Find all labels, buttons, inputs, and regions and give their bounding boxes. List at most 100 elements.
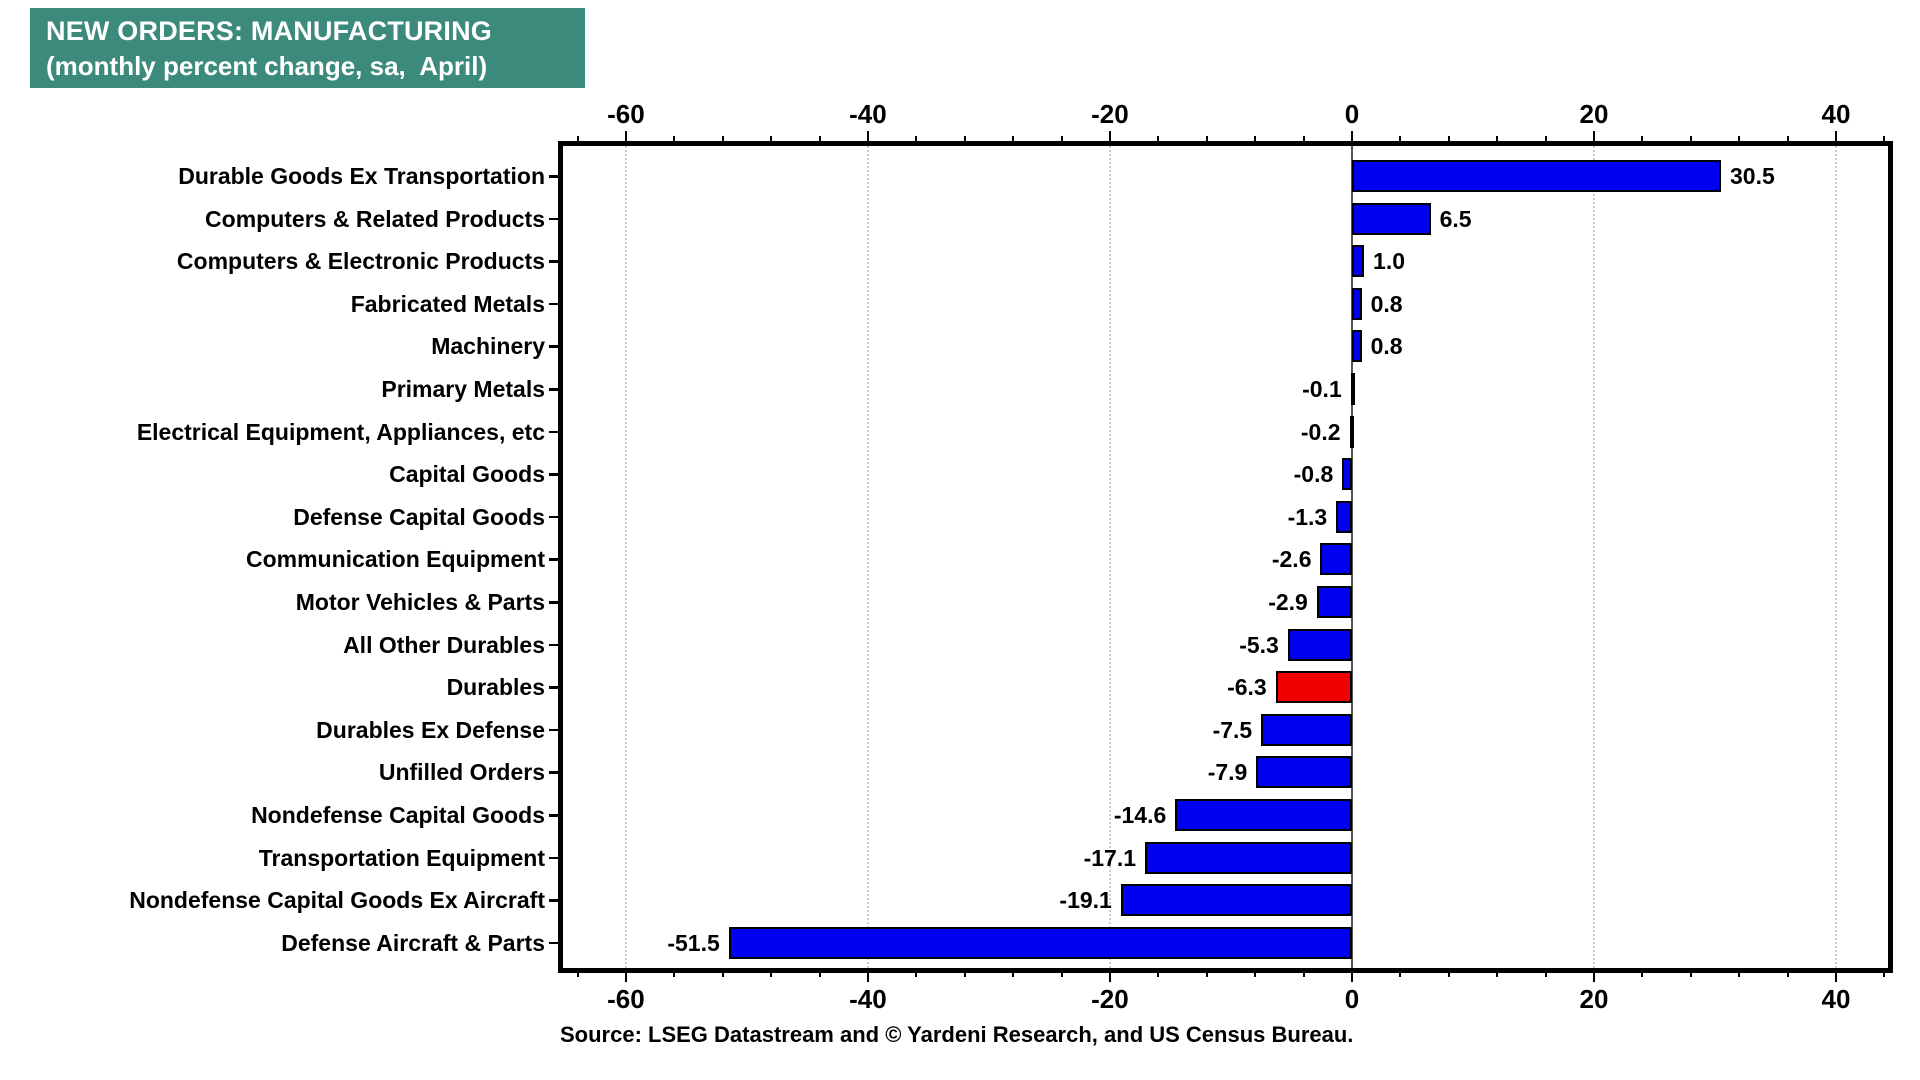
x-axis-minor-tick-bottom (1689, 968, 1692, 977)
x-axis-minor-tick-bottom (1883, 968, 1886, 977)
x-axis-minor-tick-bottom (1544, 968, 1547, 977)
bar (1342, 458, 1352, 491)
x-axis-minor-tick-bottom (721, 968, 724, 977)
title-box: NEW ORDERS: MANUFACTURING (monthly perce… (30, 8, 585, 88)
grid-line (1592, 146, 1595, 968)
bar-value-label: -51.5 (667, 929, 720, 956)
bar-value-label: -0.2 (1300, 418, 1341, 445)
x-axis-label-bottom: 20 (1579, 984, 1609, 1014)
x-axis-minor-tick-bottom (673, 968, 676, 977)
x-axis-tick-bottom (1834, 968, 1838, 982)
bar (1145, 841, 1352, 874)
bar (1320, 543, 1352, 576)
grid-line (1834, 146, 1837, 968)
x-axis-minor-tick-top (1302, 136, 1305, 145)
category-label: Primary Metals (381, 376, 545, 402)
category-label: Defense Capital Goods (293, 503, 545, 530)
category-tick (549, 728, 563, 732)
bar (728, 926, 1352, 959)
x-axis-tick-bottom (624, 968, 628, 982)
x-axis-label-bottom: -40 (849, 984, 887, 1014)
category-tick (549, 771, 563, 774)
bar (1287, 628, 1352, 661)
category-tick (549, 302, 563, 306)
x-axis-minor-tick-top (1399, 136, 1402, 145)
bar-value-label: -2.6 (1271, 546, 1312, 573)
x-axis-minor-tick-top (673, 136, 676, 145)
category-label: Computers & Related Products (205, 205, 545, 232)
category-label: Machinery (431, 333, 545, 360)
bar-value-label: 0.8 (1370, 290, 1403, 317)
category-tick (549, 899, 563, 902)
chart-subtitle: (monthly percent change, sa, April) (46, 51, 488, 81)
category-label: Capital Goods (389, 461, 545, 488)
x-axis-label-bottom: -60 (607, 984, 645, 1014)
bar-value-label: -1.3 (1287, 503, 1328, 530)
x-axis-minor-tick-bottom (1012, 968, 1015, 977)
bar (1349, 415, 1354, 448)
x-axis-minor-tick-top (1157, 136, 1160, 145)
category-tick (549, 430, 563, 434)
bar (1120, 884, 1352, 917)
x-axis-tick-top (1350, 131, 1354, 145)
category-tick (549, 856, 563, 860)
x-axis-minor-tick-top (963, 136, 966, 145)
x-axis-minor-tick-top (1544, 136, 1547, 145)
bar (1175, 799, 1352, 831)
bar-value-label: -0.1 (1302, 376, 1342, 402)
x-axis-tick-bottom (1350, 968, 1354, 982)
x-axis-minor-tick-bottom (1738, 968, 1741, 977)
grid-line (866, 146, 869, 968)
category-label: Durables (446, 674, 545, 701)
x-axis-minor-tick-bottom (1641, 968, 1644, 977)
bar (1351, 160, 1721, 192)
category-tick (549, 814, 563, 817)
category-label: Motor Vehicles & Parts (295, 589, 545, 615)
x-axis-minor-tick-bottom (1157, 968, 1160, 977)
bar-value-label: -17.1 (1083, 844, 1137, 871)
category-label: All Other Durables (343, 631, 545, 658)
x-axis-minor-tick-top (1012, 136, 1015, 145)
x-axis-tick-bottom (866, 968, 870, 982)
x-axis-minor-tick-bottom (1060, 968, 1063, 977)
bar-value-label: -0.8 (1293, 461, 1334, 488)
category-tick (549, 558, 563, 561)
category-label: Computers & Electronic Products (176, 248, 545, 275)
category-tick (549, 601, 563, 604)
x-axis-tick-bottom (1592, 968, 1596, 982)
chart-title: NEW ORDERS: MANUFACTURING (46, 16, 492, 46)
x-axis-label-top: -60 (607, 99, 645, 129)
category-tick (549, 515, 563, 519)
x-axis-minor-tick-top (576, 136, 579, 145)
category-label: Nondefense Capital Goods Ex Aircraft (129, 887, 545, 914)
bar (1350, 373, 1355, 405)
x-axis-tick-top (866, 131, 870, 145)
x-axis-minor-tick-top (1689, 136, 1692, 145)
x-axis-minor-tick-top (818, 136, 821, 145)
bar-value-label: -7.5 (1212, 716, 1253, 743)
x-axis-minor-tick-bottom (915, 968, 918, 977)
x-axis-label-top: -20 (1091, 99, 1129, 129)
bar-value-label: -5.3 (1239, 631, 1279, 658)
grid-line (1108, 146, 1111, 968)
bar-value-label: 30.5 (1730, 163, 1775, 189)
category-tick (549, 686, 563, 689)
bar (1275, 671, 1352, 704)
x-axis-minor-tick-bottom (1254, 968, 1257, 977)
category-tick (549, 941, 563, 945)
x-axis-minor-tick-bottom (1447, 968, 1450, 977)
x-axis-label-bottom: 40 (1821, 984, 1851, 1014)
x-axis-minor-tick-top (721, 136, 724, 145)
x-axis-minor-tick-bottom (818, 968, 821, 977)
x-axis-minor-tick-top (1641, 136, 1644, 145)
x-axis-label-top: 40 (1821, 99, 1851, 129)
bar-value-label: -14.6 (1113, 802, 1167, 828)
category-label: Durable Goods Ex Transportation (178, 163, 545, 189)
category-tick (549, 643, 563, 647)
category-label: Electrical Equipment, Appliances, etc (136, 418, 545, 445)
x-axis-minor-tick-bottom (770, 968, 773, 977)
x-axis-tick-bottom (1108, 968, 1112, 982)
category-tick (549, 175, 563, 178)
category-label: Nondefense Capital Goods (251, 802, 545, 828)
